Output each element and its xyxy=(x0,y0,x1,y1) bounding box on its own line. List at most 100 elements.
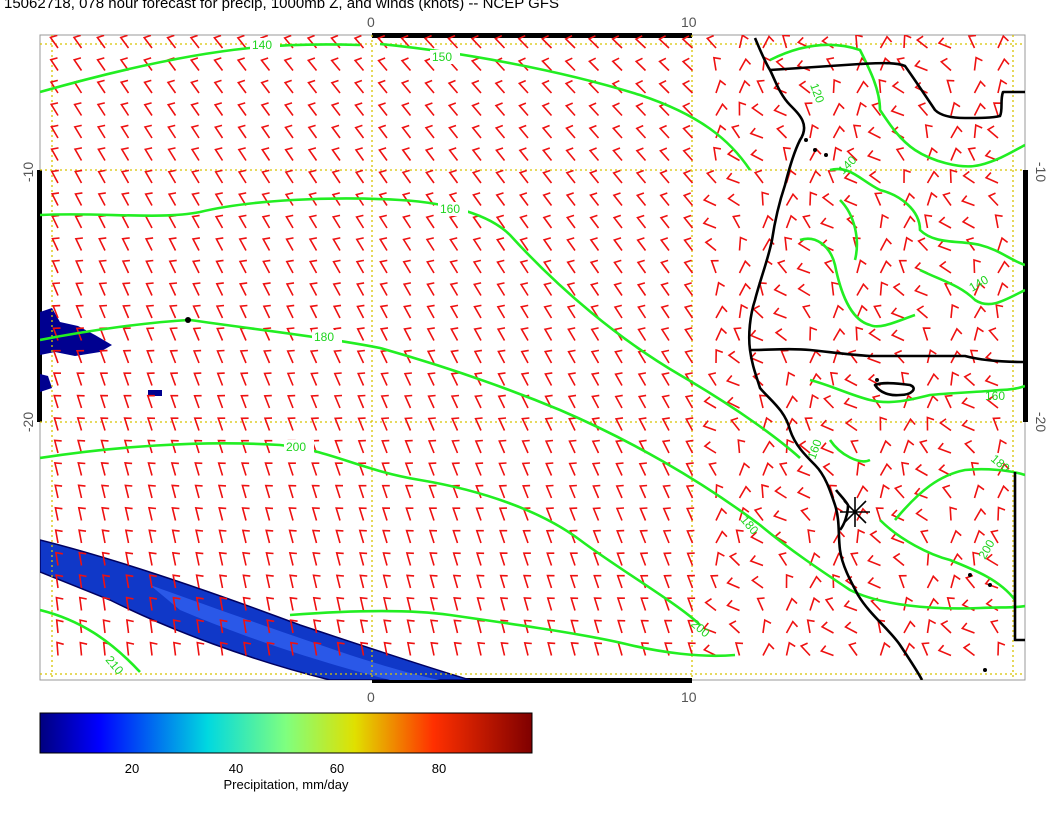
wind-barb xyxy=(79,619,88,634)
wind-barb xyxy=(796,464,811,477)
wind-barb xyxy=(379,304,388,319)
wind-barb xyxy=(659,147,670,162)
wind-barb xyxy=(404,462,413,476)
wind-barb xyxy=(241,529,250,544)
wind-barb xyxy=(51,282,61,296)
wind-barb xyxy=(312,552,321,566)
wind-barb xyxy=(738,506,750,521)
axis-bar-left xyxy=(37,170,42,422)
wind-barb xyxy=(683,282,694,296)
wind-barb xyxy=(119,57,130,71)
axis-bar-top xyxy=(372,33,692,38)
colorbar-label: Precipitation, mm/day xyxy=(224,777,349,792)
wind-barb xyxy=(354,102,365,116)
wind-barb xyxy=(960,195,975,207)
wind-barb xyxy=(570,642,579,656)
wind-barb xyxy=(287,394,296,409)
wind-barb xyxy=(738,101,747,116)
wind-barb xyxy=(893,349,905,364)
africa-coast xyxy=(747,37,924,680)
wind-barb xyxy=(785,573,794,589)
wind-barb xyxy=(452,574,461,589)
wind-barb xyxy=(873,304,882,319)
wind-barb xyxy=(145,327,155,341)
precip-patch-west xyxy=(40,308,112,356)
wind-barb xyxy=(172,574,181,589)
wind-barb xyxy=(829,371,838,386)
wind-barb xyxy=(494,124,506,139)
wind-barb xyxy=(170,417,179,431)
wind-barb xyxy=(309,282,318,296)
wind-barb xyxy=(404,417,413,431)
wind-barb xyxy=(710,574,719,589)
wind-barb xyxy=(474,417,483,431)
wind-barb xyxy=(682,124,694,139)
wind-barb xyxy=(712,56,721,71)
wind-barb xyxy=(121,192,130,206)
wind-barb xyxy=(353,79,365,94)
wind-barb xyxy=(426,327,435,341)
wind-barb xyxy=(926,574,939,589)
wind-barb xyxy=(425,214,435,229)
wind-barb xyxy=(593,619,602,634)
wind-barb xyxy=(611,35,623,49)
wind-barb xyxy=(523,619,532,634)
wind-barb xyxy=(879,416,888,431)
wind-barb xyxy=(53,439,62,454)
wind-barb xyxy=(217,462,226,476)
station-marker xyxy=(840,497,870,527)
wind-barb xyxy=(146,372,155,386)
wind-barb xyxy=(55,619,64,634)
wind-barb xyxy=(901,461,910,476)
wind-barb xyxy=(240,372,249,386)
wind-barb xyxy=(900,371,909,386)
wind-barb xyxy=(217,439,226,454)
wind-barb xyxy=(405,529,414,544)
wind-barb xyxy=(312,619,322,634)
wind-barb xyxy=(75,349,85,364)
wind-barb xyxy=(449,259,459,274)
wind-barb xyxy=(377,79,388,94)
wind-barb xyxy=(568,484,577,499)
wind-barb xyxy=(614,372,623,386)
wind-barb xyxy=(612,147,623,162)
wind-barb xyxy=(725,172,740,184)
wind-barb xyxy=(496,237,506,251)
wind-barb xyxy=(429,619,439,634)
wind-barb xyxy=(76,394,85,409)
wind-barb xyxy=(546,552,555,566)
wind-barb xyxy=(401,192,412,206)
wind-barb xyxy=(903,168,911,184)
wind-barb xyxy=(311,462,320,476)
wind-barb xyxy=(429,597,438,611)
wind-barb xyxy=(938,464,952,477)
wind-barb xyxy=(715,507,728,521)
wind-barb xyxy=(715,79,727,94)
wind-barb xyxy=(124,506,133,521)
wind-barb xyxy=(120,124,130,139)
wind-barb xyxy=(662,529,672,544)
wind-barb xyxy=(120,102,130,116)
latlon-grid xyxy=(40,35,1025,680)
wind-barb xyxy=(809,326,818,341)
wind-barb xyxy=(382,574,391,589)
wind-barb xyxy=(762,642,775,656)
wind-barb xyxy=(892,552,905,567)
wind-barb xyxy=(944,394,953,409)
wind-barb xyxy=(591,394,600,409)
wind-barb xyxy=(311,529,321,544)
wind-barb xyxy=(997,281,1009,296)
wind-barb xyxy=(240,439,249,454)
wind-barb xyxy=(782,146,791,161)
wind-barb xyxy=(377,102,388,116)
wind-barb xyxy=(615,484,624,499)
wind-barb xyxy=(903,215,916,229)
border-east xyxy=(1013,472,1025,642)
wind-barb xyxy=(72,57,83,71)
wind-barb xyxy=(682,147,694,162)
wind-barb xyxy=(289,641,298,656)
wind-barb xyxy=(937,644,952,657)
wind-barb xyxy=(377,57,388,72)
wind-barb xyxy=(926,372,940,386)
wind-barb xyxy=(681,79,694,94)
